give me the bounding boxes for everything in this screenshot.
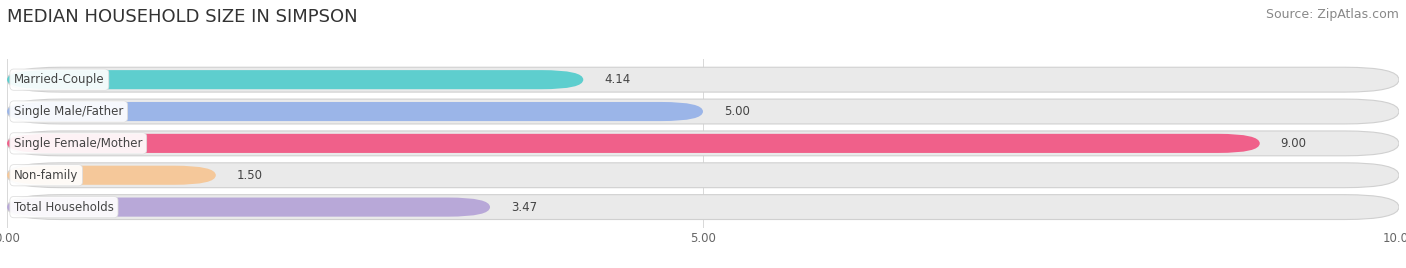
Text: Single Male/Father: Single Male/Father	[14, 105, 124, 118]
Text: 4.14: 4.14	[605, 73, 630, 86]
Text: 1.50: 1.50	[236, 169, 263, 182]
FancyBboxPatch shape	[7, 166, 217, 185]
FancyBboxPatch shape	[7, 70, 583, 89]
FancyBboxPatch shape	[7, 163, 1399, 188]
Text: 9.00: 9.00	[1281, 137, 1306, 150]
Text: Total Households: Total Households	[14, 200, 114, 214]
FancyBboxPatch shape	[7, 198, 491, 217]
FancyBboxPatch shape	[7, 102, 703, 121]
Text: 5.00: 5.00	[724, 105, 749, 118]
FancyBboxPatch shape	[7, 131, 1399, 156]
FancyBboxPatch shape	[7, 195, 1399, 219]
Text: Non-family: Non-family	[14, 169, 79, 182]
Text: Married-Couple: Married-Couple	[14, 73, 104, 86]
Text: 3.47: 3.47	[510, 200, 537, 214]
FancyBboxPatch shape	[7, 134, 1260, 153]
FancyBboxPatch shape	[7, 99, 1399, 124]
FancyBboxPatch shape	[7, 67, 1399, 92]
Text: MEDIAN HOUSEHOLD SIZE IN SIMPSON: MEDIAN HOUSEHOLD SIZE IN SIMPSON	[7, 8, 357, 26]
Text: Source: ZipAtlas.com: Source: ZipAtlas.com	[1265, 8, 1399, 21]
Text: Single Female/Mother: Single Female/Mother	[14, 137, 142, 150]
